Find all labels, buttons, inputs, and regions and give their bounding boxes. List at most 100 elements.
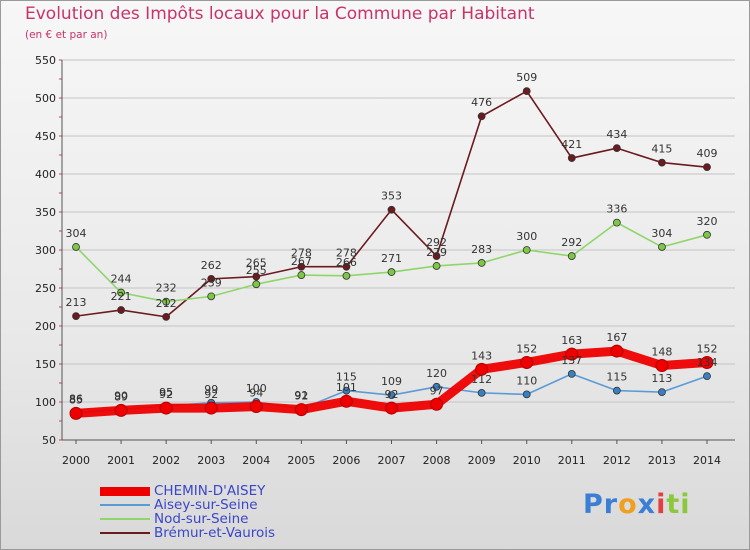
data-point-br-mur-et-vaurois — [658, 158, 666, 167]
data-point-br-mur-et-vaurois — [567, 154, 576, 162]
logo-letter: Pr — [583, 489, 619, 520]
y-tick-label: 100 — [35, 396, 56, 409]
data-point-chemin-d-aisey — [610, 344, 624, 358]
y-tick-label: 50 — [42, 434, 56, 447]
legend-swatch — [100, 504, 150, 506]
data-label-nod-sur-seine: 232 — [156, 282, 177, 295]
data-label-chemin-d-aisey: 101 — [336, 381, 357, 394]
data-label-nod-sur-seine: 300 — [516, 230, 537, 243]
chart-subtitle: (en € et par an) — [25, 29, 108, 41]
data-point-br-mur-et-vaurois — [342, 262, 351, 271]
data-label-br-mur-et-vaurois: 278 — [291, 247, 312, 260]
data-point-aisey-sur-seine — [658, 388, 666, 397]
data-point-chemin-d-aisey — [385, 401, 398, 415]
data-label-br-mur-et-vaurois: 213 — [66, 296, 87, 309]
data-label-aisey-sur-seine: 112 — [471, 373, 492, 386]
data-point-chemin-d-aisey — [249, 400, 263, 414]
proxiti-logo: Proxiti — [583, 489, 691, 520]
data-point-nod-sur-seine — [612, 218, 621, 227]
data-point-br-mur-et-vaurois — [522, 87, 531, 96]
data-point-nod-sur-seine — [117, 288, 125, 297]
data-point-nod-sur-seine — [477, 259, 486, 267]
data-point-chemin-d-aisey — [294, 403, 308, 417]
legend-label: CHEMIN-D'AISEY — [154, 483, 266, 499]
data-point-nod-sur-seine — [207, 292, 216, 301]
data-label-nod-sur-seine: 267 — [291, 255, 312, 268]
y-tick-label: 250 — [35, 282, 56, 295]
data-label-chemin-d-aisey: 148 — [651, 346, 672, 359]
data-point-nod-sur-seine — [297, 271, 306, 279]
data-point-aisey-sur-seine — [342, 386, 351, 395]
x-tick-label: 2003 — [197, 454, 225, 467]
data-label-chemin-d-aisey: 94 — [249, 387, 263, 400]
data-label-aisey-sur-seine: 99 — [204, 383, 218, 396]
data-point-br-mur-et-vaurois — [297, 262, 306, 271]
data-label-aisey-sur-seine: 90 — [114, 390, 128, 403]
data-label-chemin-d-aisey: 143 — [471, 349, 492, 362]
data-point-nod-sur-seine — [658, 243, 666, 251]
legend-swatch — [100, 486, 150, 496]
y-tick-label: 200 — [35, 320, 56, 333]
data-point-chemin-d-aisey — [339, 394, 353, 408]
legend-label: Nod-sur-Seine — [154, 511, 249, 527]
data-label-aisey-sur-seine: 134 — [697, 356, 718, 369]
y-tick-label: 300 — [35, 244, 56, 257]
data-point-chemin-d-aisey — [565, 347, 579, 361]
data-label-aisey-sur-seine: 95 — [159, 386, 173, 399]
legend-item: Brémur-et-Vaurois — [100, 526, 275, 540]
data-point-aisey-sur-seine — [432, 382, 441, 391]
legend-item: CHEMIN-D'AISEY — [100, 484, 275, 498]
logo-letter: o — [618, 489, 638, 520]
data-label-chemin-d-aisey: 92 — [385, 388, 399, 401]
data-label-nod-sur-seine: 336 — [606, 203, 627, 216]
data-point-nod-sur-seine — [387, 268, 396, 276]
series-layer — [69, 87, 714, 420]
data-label-nod-sur-seine: 239 — [201, 276, 222, 289]
y-tick-label: 550 — [35, 54, 56, 67]
data-point-chemin-d-aisey — [475, 362, 489, 376]
logo-letter: x — [637, 489, 657, 520]
data-point-nod-sur-seine — [522, 246, 531, 254]
data-point-chemin-d-aisey — [204, 401, 218, 415]
data-label-aisey-sur-seine: 109 — [381, 375, 402, 388]
data-point-br-mur-et-vaurois — [612, 144, 621, 153]
data-label-chemin-d-aisey: 92 — [204, 388, 218, 401]
data-label-br-mur-et-vaurois: 265 — [246, 257, 267, 270]
data-label-aisey-sur-seine: 91 — [294, 389, 308, 402]
data-label-nod-sur-seine: 304 — [66, 227, 87, 240]
x-tick-label: 2002 — [152, 454, 180, 467]
data-label-aisey-sur-seine: 113 — [651, 372, 672, 385]
data-point-aisey-sur-seine — [522, 390, 531, 399]
data-label-br-mur-et-vaurois: 292 — [426, 236, 447, 249]
y-tick-label: 500 — [35, 92, 56, 105]
chart-axes: 50 100 150 200 250 300 350 400 450 500 550 2000 2001… — [35, 54, 735, 467]
data-point-chemin-d-aisey — [655, 359, 669, 373]
x-tick-label: 2010 — [513, 454, 541, 467]
y-tick-label: 450 — [35, 130, 56, 143]
x-tick-label: 2006 — [332, 454, 360, 467]
data-point-nod-sur-seine — [72, 243, 80, 251]
data-label-nod-sur-seine: 279 — [426, 246, 447, 259]
data-label-br-mur-et-vaurois: 415 — [651, 143, 672, 156]
data-label-br-mur-et-vaurois: 509 — [516, 71, 537, 84]
data-label-aisey-sur-seine: 86 — [69, 393, 83, 406]
x-tick-label: 2004 — [242, 454, 270, 467]
data-label-chemin-d-aisey: 89 — [114, 390, 128, 403]
data-point-nod-sur-seine — [252, 280, 261, 289]
x-tick-label: 2008 — [423, 454, 451, 467]
data-point-nod-sur-seine — [703, 230, 711, 239]
y-tick-label: 350 — [35, 206, 56, 219]
legend-swatch — [100, 532, 150, 534]
x-tick-label: 2001 — [107, 454, 135, 467]
data-label-chemin-d-aisey: 163 — [561, 334, 582, 347]
data-point-br-mur-et-vaurois — [432, 252, 441, 260]
data-label-nod-sur-seine: 266 — [336, 256, 357, 269]
data-label-nod-sur-seine: 244 — [111, 273, 132, 286]
data-point-aisey-sur-seine — [612, 386, 621, 395]
data-label-chemin-d-aisey: 92 — [159, 388, 173, 401]
x-tick-label: 2007 — [378, 454, 406, 467]
data-point-nod-sur-seine — [162, 297, 171, 306]
data-label-br-mur-et-vaurois: 409 — [697, 147, 718, 160]
data-point-br-mur-et-vaurois — [703, 163, 711, 172]
